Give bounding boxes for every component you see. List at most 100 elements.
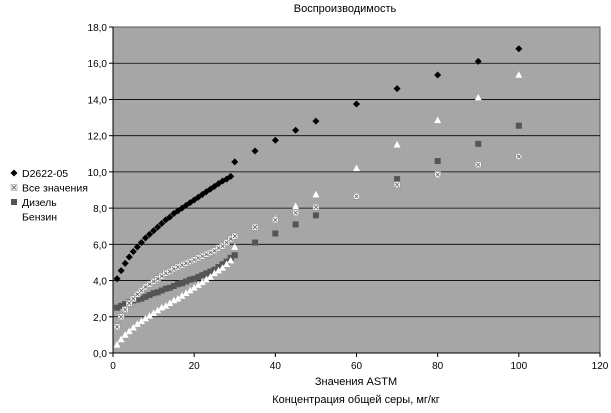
marker-cross xyxy=(118,314,124,320)
y-tick-label: 6,0 xyxy=(93,240,107,251)
marker-cross xyxy=(516,154,522,159)
data-point xyxy=(207,268,214,275)
y-tick-label: 12,0 xyxy=(88,132,108,143)
data-point xyxy=(312,190,320,198)
data-point xyxy=(146,230,154,238)
data-point xyxy=(231,252,238,259)
marker-cross xyxy=(11,185,17,190)
data-point xyxy=(393,140,401,148)
data-point xyxy=(154,289,161,296)
data-point xyxy=(146,312,154,319)
x-tick-label: 120 xyxy=(592,361,609,372)
series-d2622-05 xyxy=(113,45,523,283)
x-tick-label: 20 xyxy=(189,361,201,372)
x-tick-label: 0 xyxy=(110,361,116,372)
data-point xyxy=(121,331,129,338)
data-point xyxy=(170,296,178,304)
legend-marker xyxy=(10,169,18,177)
legend-label: Дизель xyxy=(22,197,57,209)
data-point xyxy=(162,285,169,292)
x-tick-label: 40 xyxy=(270,361,282,372)
data-point xyxy=(137,317,145,325)
data-point xyxy=(210,269,218,277)
data-point xyxy=(219,264,227,271)
data-point xyxy=(292,202,300,210)
data-point xyxy=(142,293,149,300)
data-point xyxy=(271,136,279,144)
data-point xyxy=(474,57,482,65)
data-point xyxy=(166,213,174,221)
data-point xyxy=(223,260,231,268)
legend-item: Дизель xyxy=(11,197,57,209)
data-point xyxy=(182,289,190,297)
data-point xyxy=(117,267,125,275)
marker-cross xyxy=(232,233,238,239)
data-point xyxy=(203,270,210,277)
data-point xyxy=(434,71,442,79)
data-point xyxy=(292,221,299,228)
data-point xyxy=(434,116,442,124)
data-point xyxy=(141,314,149,322)
y-tick-label: 16,0 xyxy=(88,59,108,70)
data-point xyxy=(434,171,441,178)
data-point xyxy=(219,242,226,250)
data-point xyxy=(187,276,194,283)
marker-cross xyxy=(354,194,359,199)
legend-label: Бензин xyxy=(22,212,57,224)
legend-marker xyxy=(10,184,18,191)
legend-label: D2622-05 xyxy=(22,168,68,180)
legend-label: Все значения xyxy=(22,183,88,195)
data-point xyxy=(515,71,523,78)
data-point xyxy=(150,227,158,235)
data-point xyxy=(231,232,238,240)
marker-cross xyxy=(313,204,319,210)
marker-cross xyxy=(293,210,298,215)
data-point xyxy=(191,275,198,282)
data-point xyxy=(118,302,125,309)
data-point xyxy=(190,284,198,291)
data-point xyxy=(166,299,174,306)
y-tick-label: 18,0 xyxy=(88,23,108,34)
x-tick-label: 80 xyxy=(432,361,444,372)
axes: 0,0 2,0 4,0 6,0 8,0 10,0 12,0 14,0 16,0 18,0 0 20 40… xyxy=(88,23,609,372)
plot-area xyxy=(112,26,601,354)
data-point xyxy=(215,266,223,274)
data-point xyxy=(125,253,133,261)
legend-item: Бензин xyxy=(10,212,57,224)
marker-cross xyxy=(435,172,440,177)
data-point xyxy=(150,309,158,316)
data-point xyxy=(202,275,210,283)
data-point xyxy=(170,282,177,289)
data-point xyxy=(186,286,194,294)
data-point xyxy=(475,140,482,147)
y-tick-label: 0,0 xyxy=(93,349,107,360)
data-point xyxy=(117,335,125,343)
data-point xyxy=(227,172,235,180)
y-tick-label: 4,0 xyxy=(93,277,107,288)
data-point xyxy=(475,161,482,168)
data-point xyxy=(121,259,129,267)
data-point xyxy=(194,281,202,288)
data-point xyxy=(231,158,239,166)
series-all-values xyxy=(113,153,523,330)
data-point xyxy=(162,302,170,309)
data-point xyxy=(353,193,360,200)
data-point xyxy=(206,273,214,280)
x-axis-label-secondary: Концентрация общей серы, мг/кг xyxy=(272,394,440,406)
data-point xyxy=(133,243,141,251)
x-axis-label: Значения ASTM xyxy=(315,376,397,388)
chart-title: Воспроизводимость xyxy=(294,3,397,15)
legend-marker xyxy=(10,212,18,220)
data-point xyxy=(174,281,181,288)
data-point xyxy=(129,323,137,331)
data-point xyxy=(178,280,185,287)
data-point xyxy=(121,306,129,313)
legend: D2622-05 Все значения Дизель Бензин xyxy=(10,168,88,224)
data-point xyxy=(393,85,401,93)
data-point xyxy=(154,306,162,314)
data-point xyxy=(141,234,149,242)
data-point xyxy=(114,304,121,311)
data-point xyxy=(199,272,206,279)
